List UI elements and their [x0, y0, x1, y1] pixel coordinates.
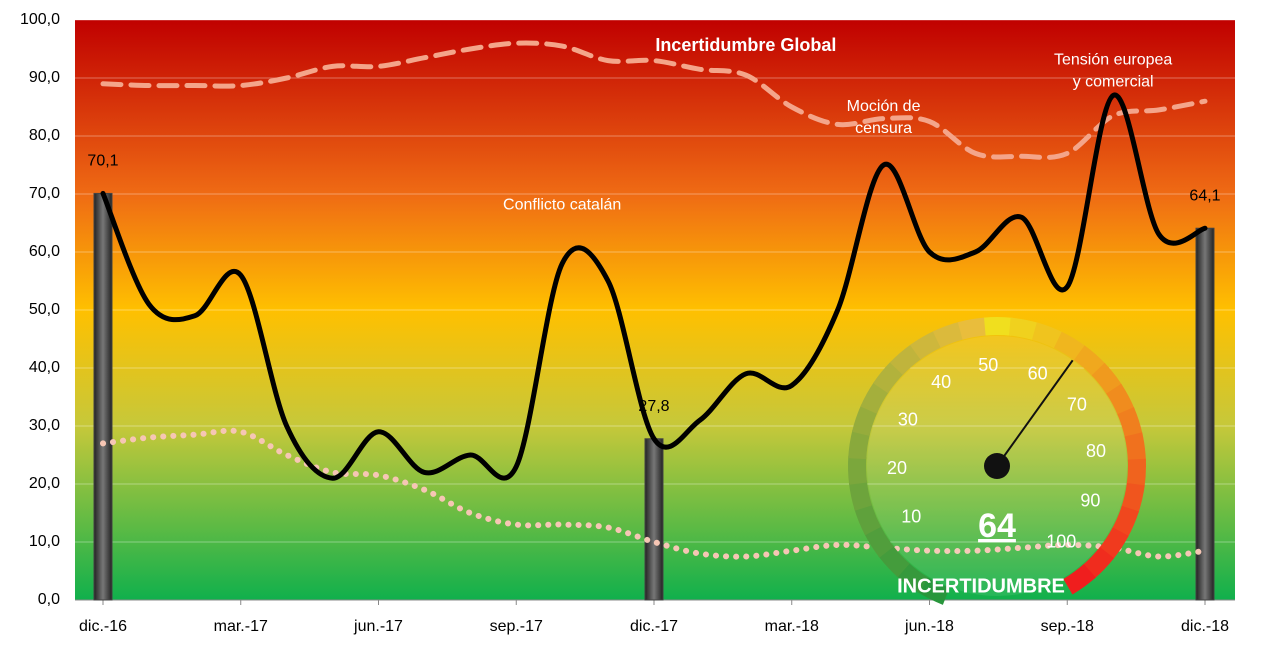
data-label: 64,1: [1189, 187, 1220, 204]
bar: [1196, 228, 1214, 600]
y-tick-label: 20,0: [29, 475, 60, 492]
gauge-arc: [1130, 484, 1136, 510]
gauge-arc: [863, 506, 873, 531]
gauge-tick-label: 10: [901, 506, 921, 526]
gauge-arc: [985, 326, 1012, 327]
x-tick-label: dic.-17: [630, 618, 678, 635]
gauge-arc: [858, 481, 864, 508]
gauge-tick-label: 80: [1086, 441, 1106, 461]
y-tick-label: 90,0: [29, 69, 60, 86]
x-tick-label: sep.-18: [1041, 618, 1094, 635]
gauge-arc: [1114, 389, 1127, 413]
y-tick-label: 40,0: [29, 359, 60, 376]
gauge-arc: [1034, 331, 1059, 341]
gauge-arc: [857, 432, 861, 459]
gauge-tick-label: 30: [898, 409, 918, 429]
gauge-label: INCERTIDUMBRE: [897, 575, 1065, 597]
y-tick-label: 10,0: [29, 533, 60, 550]
x-tick-label: jun.-18: [904, 618, 954, 635]
y-tick-label: 100,0: [20, 11, 60, 28]
x-tick-label: mar.-17: [214, 618, 268, 635]
gauge-arc: [937, 330, 962, 339]
y-tick-label: 80,0: [29, 127, 60, 144]
gauge-arc: [857, 456, 858, 483]
gauge-value: 64: [978, 507, 1016, 545]
gauge-arc: [1133, 434, 1137, 461]
gauge-arc: [1010, 327, 1037, 332]
chart: 0,0 10,0 20,0 30,0 40,0 50,0 60,0 70,0 80,0 90,0 1…: [0, 0, 1265, 641]
y-tick-label: 70,0: [29, 185, 60, 202]
gauge-tick-label: 60: [1028, 363, 1048, 383]
gauge-arc: [1136, 459, 1137, 486]
bar: [645, 439, 663, 600]
y-tick-label: 30,0: [29, 417, 60, 434]
data-label: 70,1: [87, 153, 118, 170]
gauge-tick-label: 40: [931, 372, 951, 392]
gauge-arc: [1120, 509, 1131, 534]
gauge-hub: [984, 453, 1010, 479]
x-tick-label: dic.-16: [79, 618, 127, 635]
x-tick-label: mar.-18: [765, 618, 819, 635]
gauge-tick-label: 20: [887, 458, 907, 478]
gauge-tick-label: 50: [978, 355, 998, 375]
annotation: Incertidumbre Global: [655, 35, 836, 55]
gauge-tick-label: 70: [1067, 395, 1087, 415]
y-tick-label: 60,0: [29, 243, 60, 260]
gauge-arc: [960, 326, 987, 331]
x-tick-label: sep.-17: [490, 618, 543, 635]
gauge-tick-label: 100: [1046, 531, 1076, 551]
gauge-tick-label: 90: [1080, 491, 1100, 511]
gauge-arc: [915, 339, 938, 353]
x-tick-label: dic.-18: [1181, 618, 1229, 635]
gauge-arc: [1126, 411, 1134, 437]
x-tick-label: jun.-17: [353, 618, 403, 635]
bar: [94, 193, 112, 600]
y-tick-label: 50,0: [29, 301, 60, 318]
annotation: Conflicto catalán: [503, 197, 621, 214]
gauge-arc: [861, 408, 870, 434]
y-tick-label: 0,0: [38, 591, 60, 608]
gauge-arc: [869, 386, 882, 410]
